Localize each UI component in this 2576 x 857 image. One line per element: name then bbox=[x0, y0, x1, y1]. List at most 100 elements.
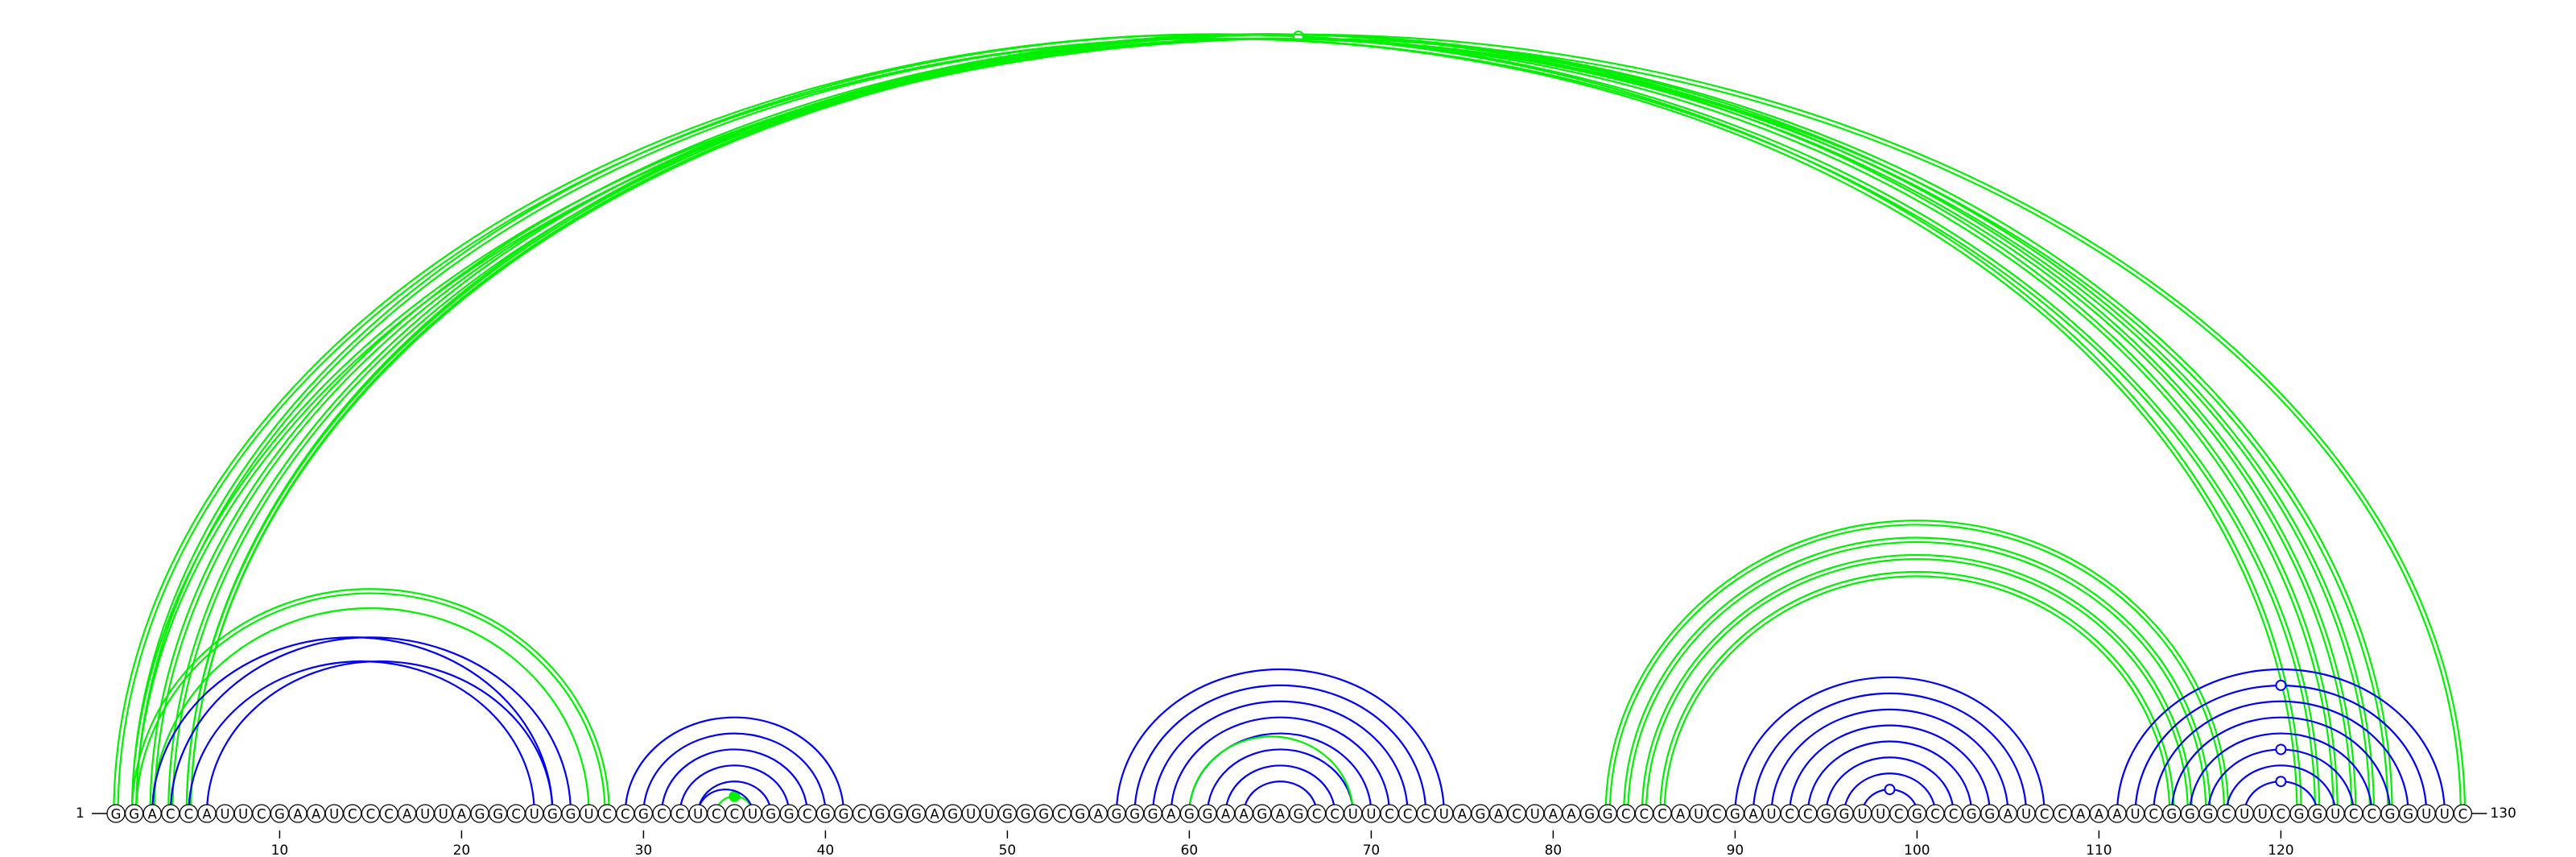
nucleotide: C bbox=[343, 804, 362, 823]
nucleotide-letter: U bbox=[1876, 807, 1885, 822]
pair-arc bbox=[624, 716, 845, 814]
nucleotide: A bbox=[1088, 804, 1108, 823]
nucleotide-letter: C bbox=[1330, 807, 1340, 822]
nucleotide: C bbox=[2362, 804, 2382, 823]
nucleotide: U bbox=[743, 804, 762, 823]
nucleotide-letter: G bbox=[1584, 807, 1595, 822]
nucleotide-letter: G bbox=[566, 807, 576, 822]
nucleotide-letter: C bbox=[1949, 807, 1959, 822]
pair-arc bbox=[151, 607, 590, 814]
nucleotide-letter: C bbox=[2277, 807, 2286, 822]
nucleotide: C bbox=[379, 804, 398, 823]
nucleotide: C bbox=[1397, 804, 1418, 823]
nucleotide: G bbox=[2380, 804, 2400, 823]
arc-stroke bbox=[1188, 732, 1373, 814]
tick-label: 80 bbox=[1545, 843, 1563, 857]
nucleotide-letter: A bbox=[148, 807, 158, 822]
nucleotide: U bbox=[2435, 804, 2454, 823]
nucleotide-letter: G bbox=[1257, 807, 1267, 822]
nucleotide-letter: G bbox=[1148, 807, 1158, 822]
nucleotide: C bbox=[161, 804, 180, 823]
nucleotide-circle bbox=[2453, 804, 2473, 823]
nucleotide: U bbox=[233, 804, 253, 823]
arc-stroke bbox=[167, 33, 2376, 814]
nucleotide: C bbox=[597, 804, 617, 823]
arc-stroke bbox=[205, 660, 554, 814]
nucleotide-letter: U bbox=[2131, 807, 2140, 822]
arc-stroke bbox=[624, 716, 845, 814]
arc-stroke bbox=[679, 764, 791, 814]
pair-arc bbox=[2116, 668, 2446, 814]
arc-stroke bbox=[1825, 756, 1955, 814]
nucleotide: G bbox=[1253, 804, 1272, 823]
nucleotide-letter: U bbox=[439, 807, 448, 822]
nucleotide-letter: C bbox=[184, 807, 194, 822]
arc-stroke bbox=[113, 33, 2321, 814]
nucleotide-letter: U bbox=[1366, 807, 1376, 822]
nucleotide-letter: C bbox=[857, 807, 867, 822]
nucleotide-letter: U bbox=[2421, 807, 2431, 822]
arc-stroke bbox=[185, 33, 2339, 814]
arc-stroke bbox=[1623, 536, 2211, 814]
nucleotide-letter: A bbox=[1221, 807, 1231, 822]
nucleotide-letter: U bbox=[1348, 807, 1358, 822]
nucleotide: C bbox=[2053, 804, 2072, 823]
nucleotide: U bbox=[1852, 804, 1872, 823]
nucleotide: G bbox=[1980, 804, 2000, 823]
pair-arc bbox=[130, 31, 2467, 814]
nucleotide: G bbox=[1598, 804, 1617, 823]
nucleotide: A bbox=[925, 804, 944, 823]
nucleotide: C bbox=[252, 804, 271, 823]
arc-stroke bbox=[130, 33, 2302, 814]
open-marker bbox=[2275, 743, 2287, 756]
tick-label: 120 bbox=[2268, 843, 2293, 857]
arcs-layer bbox=[113, 31, 2467, 814]
nucleotide: U bbox=[1525, 804, 1545, 823]
nucleotide: G bbox=[1471, 804, 1490, 823]
nucleotide: G bbox=[761, 804, 781, 823]
tick-label: 70 bbox=[1363, 843, 1381, 857]
tick-label: 40 bbox=[817, 843, 835, 857]
nucleotide: G bbox=[2398, 804, 2418, 823]
nucleotide-letter: U bbox=[2021, 807, 2031, 822]
nucleotide: C bbox=[724, 804, 745, 823]
pair-arc bbox=[169, 636, 572, 814]
nucleotide-letter: C bbox=[1803, 807, 1813, 822]
nucleotide: G bbox=[1179, 804, 1199, 823]
nucleotide-letter: C bbox=[2040, 807, 2050, 822]
nucleotide: C bbox=[798, 804, 817, 823]
nucleotide: A bbox=[452, 804, 472, 823]
nucleotide-letter: A bbox=[1094, 807, 1104, 822]
arc-stroke bbox=[660, 748, 808, 814]
nucleotide-letter: G bbox=[2185, 807, 2195, 822]
nucleotide-letter: G bbox=[1821, 807, 1831, 822]
tick: 50 bbox=[999, 830, 1016, 857]
pair-arc bbox=[185, 33, 2357, 814]
pair-arc bbox=[1133, 684, 1427, 814]
arc-stroke bbox=[1843, 772, 1937, 814]
nucleotide-letter: G bbox=[839, 807, 849, 822]
arc-stroke bbox=[2225, 764, 2337, 814]
nucleotide: G bbox=[1016, 804, 1035, 823]
nucleotide: A bbox=[1670, 804, 1690, 823]
nucleotide: G bbox=[634, 804, 654, 823]
nucleotide: G bbox=[815, 804, 836, 823]
nucleotide-letter: U bbox=[985, 807, 994, 822]
nucleotide-letter: G bbox=[1021, 807, 1031, 822]
nucleotide-letter: U bbox=[530, 807, 539, 822]
nucleotide-letter: G bbox=[1912, 807, 1922, 822]
pair-arc bbox=[1188, 732, 1373, 814]
nucleotide: G bbox=[2162, 804, 2182, 823]
nucleotide: A bbox=[288, 804, 308, 823]
nucleotide: G bbox=[1725, 804, 1745, 823]
nucleotide: U bbox=[525, 804, 544, 823]
tick: 20 bbox=[453, 830, 470, 857]
arc-stroke bbox=[1608, 524, 2226, 814]
nucleotide-letter: A bbox=[1240, 807, 1249, 822]
nucleotide-letter: C bbox=[2458, 807, 2468, 822]
nucleotide: U bbox=[2326, 804, 2345, 823]
nucleotide: U bbox=[434, 804, 453, 823]
arc-stroke bbox=[117, 37, 2317, 814]
arc-stroke bbox=[1243, 780, 1318, 814]
